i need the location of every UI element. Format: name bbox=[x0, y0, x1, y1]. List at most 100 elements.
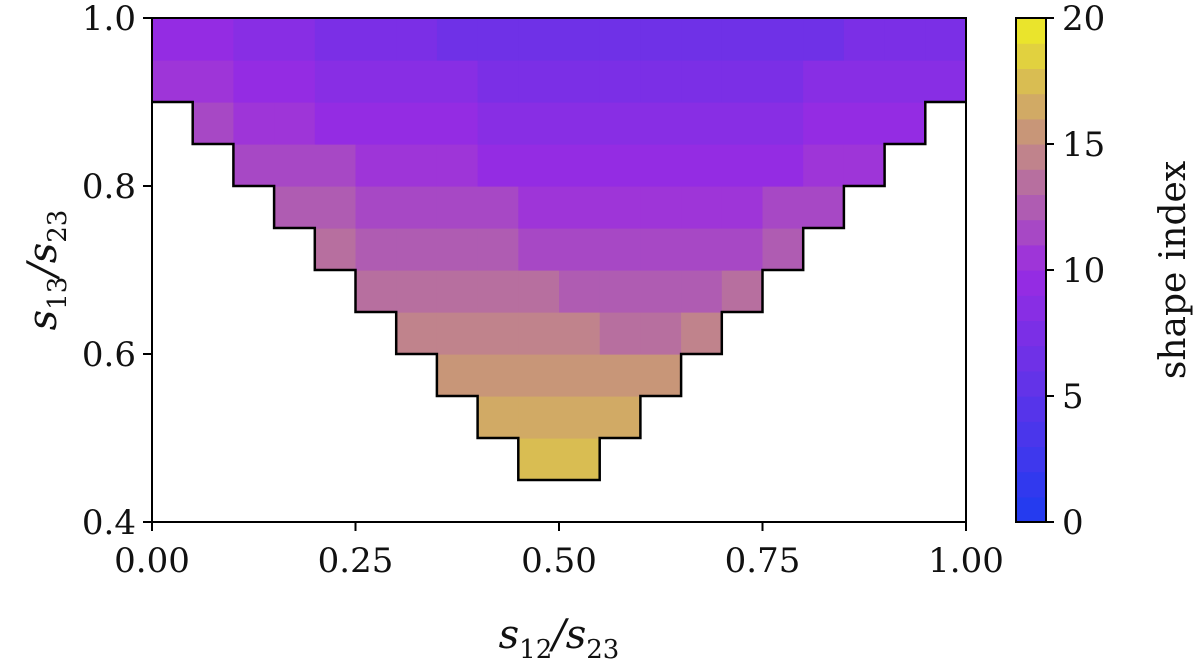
heatmap-cell bbox=[314, 228, 357, 271]
heatmap-cell bbox=[803, 18, 845, 61]
heatmap-cell bbox=[559, 354, 601, 397]
heatmap-cell bbox=[396, 102, 438, 145]
heatmap-cell bbox=[599, 144, 641, 187]
heatmap-cell bbox=[274, 144, 316, 187]
heatmap-cell bbox=[355, 186, 397, 229]
data-boundary-outline bbox=[152, 100, 966, 482]
x-tick-label: 1.00 bbox=[928, 541, 1004, 581]
heatmap-cell bbox=[355, 18, 397, 61]
colorbar-level bbox=[1016, 43, 1046, 69]
heatmap-cell bbox=[559, 18, 601, 61]
heatmap-cell bbox=[477, 186, 519, 229]
heatmap-cell bbox=[518, 438, 560, 481]
heatmap-cell bbox=[233, 102, 275, 145]
heatmap-cell bbox=[192, 102, 234, 145]
heatmap-cell bbox=[396, 18, 438, 61]
heatmap-cell bbox=[681, 270, 723, 313]
colorbar-level bbox=[1016, 270, 1046, 296]
heatmap-cell bbox=[396, 312, 438, 355]
heatmap-cell bbox=[803, 144, 845, 187]
heatmap-cell bbox=[518, 312, 560, 355]
heatmap-cell bbox=[640, 60, 682, 103]
x-axis: 0.00 0.25 0.50 0.75 1.00 bbox=[114, 522, 1004, 581]
heatmap-cell bbox=[559, 312, 601, 355]
colorbar-level bbox=[1016, 68, 1046, 95]
heatmap-cell bbox=[681, 60, 723, 103]
heatmap-cell bbox=[803, 102, 845, 145]
heatmap-cell bbox=[355, 270, 397, 313]
heatmap-cell bbox=[314, 18, 357, 61]
heatmap-cell bbox=[762, 60, 804, 103]
heatmap-cell bbox=[721, 18, 764, 61]
heatmap-cell bbox=[233, 144, 275, 187]
heatmap-cell bbox=[355, 228, 397, 271]
heatmap-cell bbox=[803, 60, 845, 103]
heatmap-cell bbox=[599, 396, 641, 439]
colorbar-level bbox=[1016, 446, 1046, 473]
heatmap-cell bbox=[396, 60, 438, 103]
heatmap-cell bbox=[559, 438, 601, 481]
heatmap-cell bbox=[884, 18, 926, 61]
heatmap-cell bbox=[681, 312, 723, 355]
y-tick-label: 0.8 bbox=[82, 167, 136, 207]
colorbar-level bbox=[1016, 93, 1046, 120]
x-axis-label: s12/s23 bbox=[499, 612, 620, 659]
colorbar-tick-label: 10 bbox=[1062, 251, 1105, 291]
heatmap-cell bbox=[233, 60, 275, 103]
heatmap-cell bbox=[518, 60, 560, 103]
heatmap-cell bbox=[477, 60, 519, 103]
heatmap-cell bbox=[477, 18, 519, 61]
colorbar-label: shape index bbox=[1153, 161, 1194, 379]
heatmap-cell bbox=[925, 18, 967, 61]
heatmap-cell bbox=[721, 144, 764, 187]
heatmap-cell bbox=[518, 186, 560, 229]
heatmap-cell bbox=[477, 144, 519, 187]
y-axis-label: s13/s23 bbox=[20, 210, 73, 331]
heatmap-cell bbox=[274, 60, 316, 103]
colorbar-level bbox=[1016, 370, 1046, 397]
y-tick-label: 0.6 bbox=[82, 335, 136, 375]
heatmap-cell bbox=[762, 186, 804, 229]
heatmap-cell bbox=[843, 102, 886, 145]
heatmap-cell bbox=[436, 102, 479, 145]
heatmap-cell bbox=[884, 102, 926, 145]
heatmap-cell bbox=[640, 144, 682, 187]
heatmap-cell bbox=[884, 60, 926, 103]
heatmap-cell bbox=[436, 228, 479, 271]
heatmap-cell bbox=[681, 186, 723, 229]
heatmap-cell bbox=[681, 102, 723, 145]
heatmap-cell bbox=[436, 60, 479, 103]
heatmap-cell bbox=[762, 228, 804, 271]
heatmap-cell bbox=[518, 270, 560, 313]
colorbar bbox=[1016, 18, 1046, 523]
heatmap-cell bbox=[274, 18, 316, 61]
x-tick-label: 0.25 bbox=[318, 541, 394, 581]
heatmap-cell bbox=[396, 228, 438, 271]
heatmap-cell bbox=[681, 18, 723, 61]
heatmap-cell bbox=[314, 144, 357, 187]
heatmap-cell bbox=[477, 312, 519, 355]
colorbar-level bbox=[1016, 194, 1046, 221]
colorbar-level bbox=[1016, 118, 1046, 145]
heatmap-cell bbox=[559, 270, 601, 313]
heatmap-cell bbox=[274, 102, 316, 145]
heatmap-cell bbox=[640, 18, 682, 61]
colorbar-tick-label: 5 bbox=[1062, 377, 1084, 417]
heatmap-cell bbox=[559, 186, 601, 229]
y-tick-label: 0.4 bbox=[82, 503, 136, 543]
heatmap-cell bbox=[518, 18, 560, 61]
heatmap-cell bbox=[355, 60, 397, 103]
heatmap-cell bbox=[599, 312, 641, 355]
heatmap-cell bbox=[314, 102, 357, 145]
colorbar-tick-label: 0 bbox=[1062, 503, 1084, 543]
heatmap-cell bbox=[803, 186, 845, 229]
colorbar-level bbox=[1016, 421, 1046, 447]
heatmap-cell bbox=[599, 354, 641, 397]
heatmap-cell bbox=[192, 60, 234, 103]
heatmap-cell bbox=[436, 186, 479, 229]
colorbar-level bbox=[1016, 345, 1046, 372]
heatmap-cell bbox=[762, 102, 804, 145]
heatmap-cell bbox=[559, 60, 601, 103]
heatmap-cell bbox=[396, 144, 438, 187]
